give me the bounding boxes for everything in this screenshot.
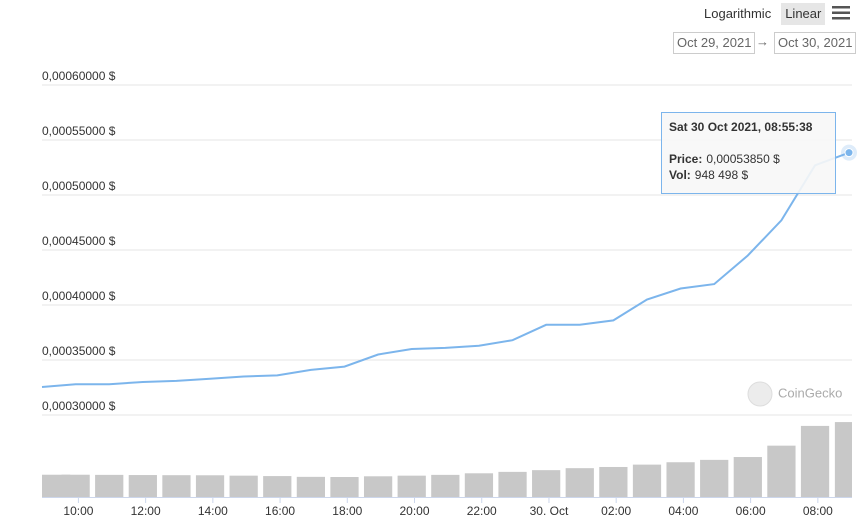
x-tick-label: 16:00 — [265, 504, 295, 518]
price-line — [41, 151, 850, 388]
scale-option[interactable]: Logarithmic — [704, 6, 772, 21]
tooltip-row: Price: 0,00053850 $ — [669, 152, 780, 166]
x-tick-label: 22:00 — [467, 504, 497, 518]
volume-bar — [195, 475, 225, 497]
y-tick-label: 0,00035000 $ — [42, 344, 116, 358]
y-tick-label: 0,00050000 $ — [42, 179, 116, 193]
tooltip-label: Price: — [669, 152, 702, 166]
y-tick-label: 0,00055000 $ — [42, 124, 116, 138]
volume-bar — [229, 475, 258, 497]
y-tick-label: 0,00060000 $ — [42, 69, 116, 83]
date-separator: → — [756, 34, 769, 49]
volume-bar — [61, 474, 90, 497]
menu-button[interactable] — [832, 5, 852, 21]
tooltip-value: 948 498 $ — [695, 168, 749, 182]
volume-bar — [666, 462, 695, 497]
tooltip-title: Sat 30 Oct 2021, 08:55:38 — [669, 120, 813, 134]
x-tick-label: 06:00 — [736, 504, 766, 518]
x-tick-label: 12:00 — [131, 504, 161, 518]
y-tick-label: 0,00030000 $ — [42, 399, 116, 413]
tooltip-box — [661, 112, 836, 194]
scale-option[interactable]: Linear — [781, 3, 826, 25]
volume-bar — [162, 475, 191, 497]
volume-bar — [95, 474, 124, 497]
volume-bar — [464, 473, 494, 497]
tooltip-label: Vol: — [669, 168, 691, 182]
x-tick-label: 14:00 — [198, 504, 228, 518]
x-tick-label: 04:00 — [668, 504, 698, 518]
date-from[interactable]: Oct 29, 2021 — [673, 32, 756, 54]
volume-bar — [767, 445, 796, 497]
x-tick-label: 02:00 — [601, 504, 631, 518]
watermark-logo — [747, 381, 773, 407]
volume-bar — [700, 459, 729, 497]
volume-bar — [128, 475, 157, 497]
watermark: CoinGecko — [778, 385, 842, 400]
volume-bar — [632, 464, 662, 497]
volume-bar — [599, 466, 628, 497]
x-tick-label: 30. Oct — [530, 504, 569, 518]
volume-bar — [498, 471, 527, 497]
volume-bar — [532, 470, 561, 497]
volume-bar — [800, 425, 830, 497]
volume-bar — [834, 422, 852, 497]
y-tick-label: 0,00040000 $ — [42, 289, 116, 303]
volume-bar — [397, 475, 426, 497]
volume-bar — [565, 468, 594, 497]
volume-bar — [363, 476, 393, 497]
tooltip-value: 0,00053850 $ — [706, 152, 780, 166]
x-tick-label: 20:00 — [399, 504, 429, 518]
date-to[interactable]: Oct 30, 2021 — [774, 32, 857, 54]
scale-toggle: Logarithmic Linear — [700, 3, 826, 25]
volume-bar — [431, 474, 460, 497]
volume-bar — [296, 476, 326, 497]
hover-point — [844, 148, 854, 158]
x-tick-label: 18:00 — [332, 504, 362, 518]
tooltip: Sat 30 Oct 2021, 08:55:38 Price: 0,0005385… — [661, 112, 836, 194]
volume-bar — [733, 457, 762, 497]
y-tick-label: 0,00045000 $ — [42, 234, 116, 248]
tooltip-row: Vol: 948 498 $ — [669, 168, 748, 182]
volume-bar — [330, 477, 359, 497]
volume-bar — [263, 476, 292, 497]
x-tick-label: 08:00 — [803, 504, 833, 518]
x-tick-label: 10:00 — [63, 504, 93, 518]
